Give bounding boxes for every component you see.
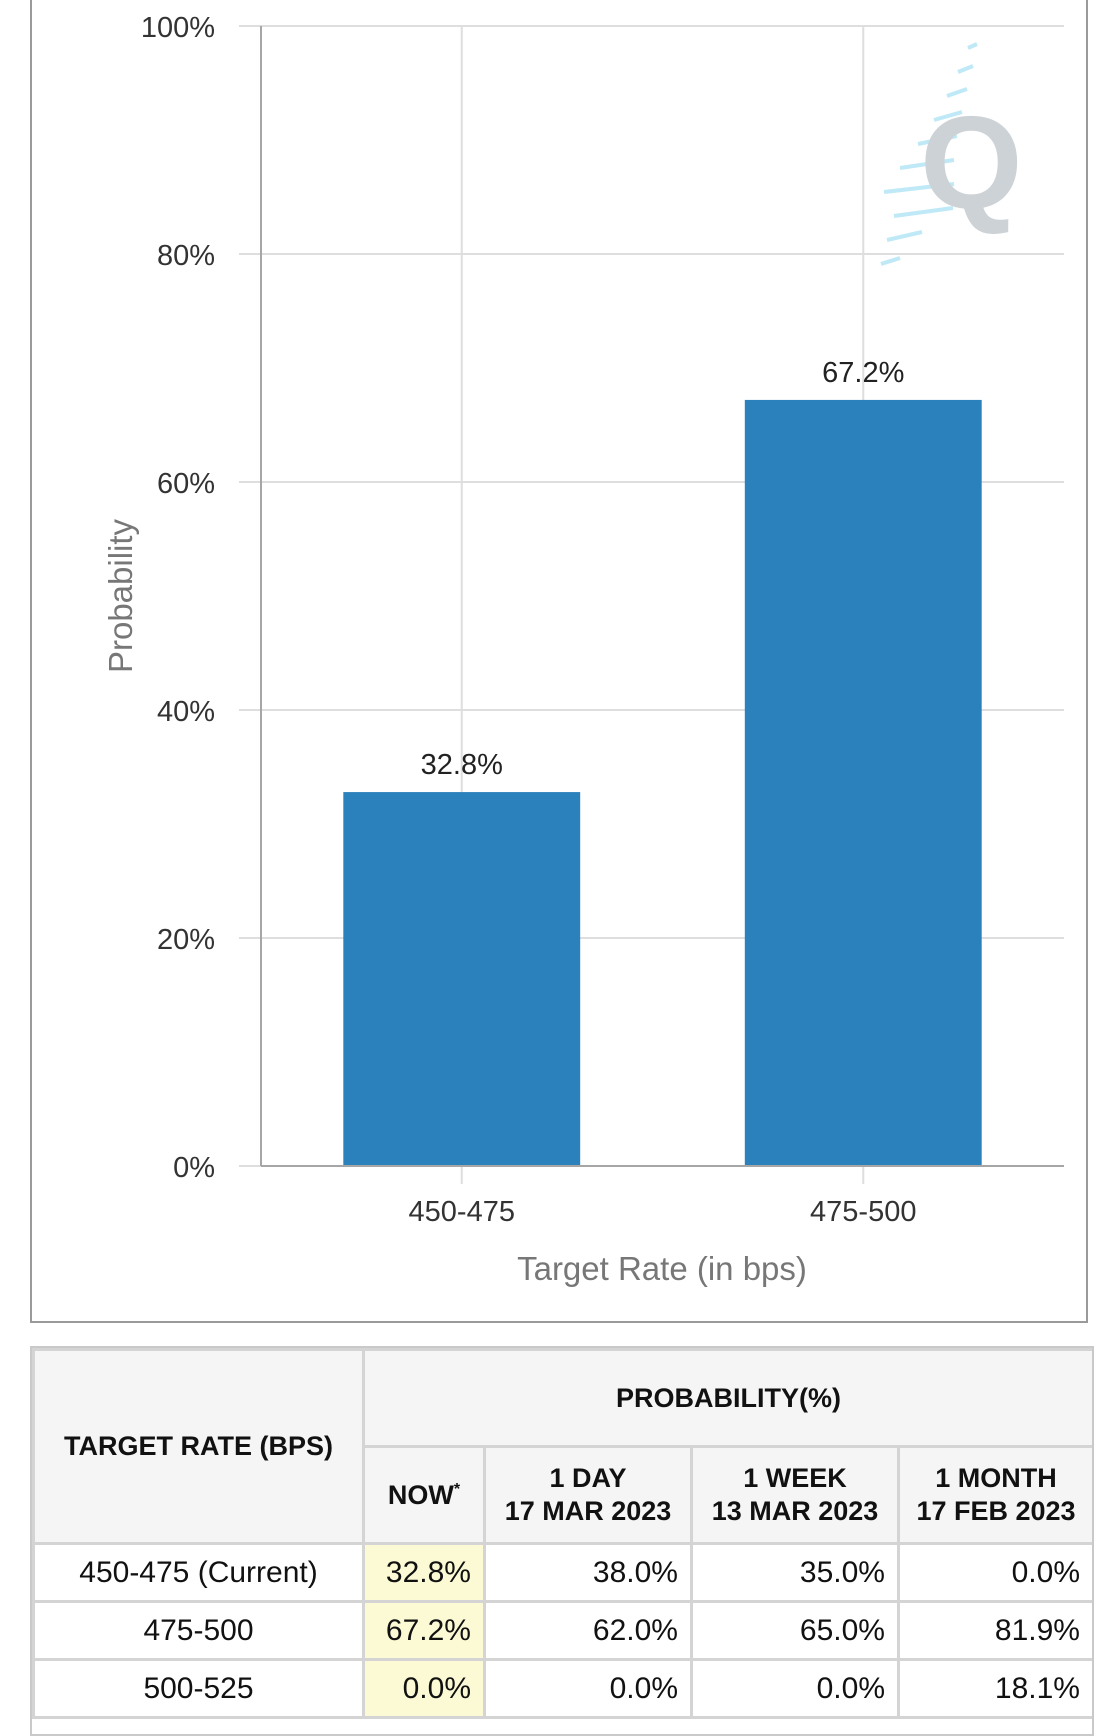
y-axis-title: Probability — [102, 518, 139, 673]
chart-panel: Q 0% 20% 40% 60% 80% 100% 32.8% 450-475 67.2% 475… — [30, 0, 1088, 1323]
probability-table: TARGET RATE (BPS) PROBABILITY(%) NOW* 1 … — [32, 1348, 1092, 1719]
watermark-q-logo: Q — [880, 42, 1023, 266]
value-cell: 62.0% — [483, 1600, 693, 1661]
y-tick-label: 0% — [173, 1152, 215, 1184]
col-header-now-label: NOW — [387, 1479, 454, 1510]
now-value-cell: 67.2% — [362, 1600, 486, 1661]
value-cell: 81.9% — [897, 1600, 1092, 1661]
value-cell: 0.0% — [690, 1658, 900, 1719]
probability-table-container: TARGET RATE (BPS) PROBABILITY(%) NOW* 1 … — [30, 1346, 1094, 1736]
col-header-period: 1 WEEK — [743, 1463, 847, 1494]
bar-data-label: 32.8% — [421, 749, 503, 781]
now-value-cell: 0.0% — [362, 1658, 486, 1719]
value-cell: 18.1% — [897, 1658, 1092, 1719]
bar-layer — [343, 399, 982, 1166]
table-row: 450-475 (Current) 32.8% 38.0% 35.0% 0.0% — [32, 1542, 1092, 1603]
col-header-1-day: 1 DAY 17 MAR 2023 — [483, 1445, 693, 1545]
col-header-now: NOW* — [362, 1445, 486, 1545]
col-header-1-month: 1 MONTH 17 FEB 2023 — [897, 1445, 1092, 1545]
x-axis-title: Target Rate (in bps) — [517, 1250, 807, 1287]
x-category-label: 475-500 — [810, 1196, 916, 1228]
value-cell: 65.0% — [690, 1600, 900, 1661]
bar-chart: Q 0% 20% 40% 60% 80% 100% 32.8% 450-475 67.2% 475… — [102, 12, 1064, 1287]
y-tick-label: 100% — [141, 12, 215, 44]
watermark-letter: Q — [920, 89, 1023, 236]
col-header-date: 17 MAR 2023 — [504, 1496, 672, 1526]
y-tick-label: 40% — [157, 696, 215, 728]
now-value-cell: 32.8% — [362, 1542, 486, 1603]
bar-data-label: 67.2% — [822, 357, 904, 389]
col-header-period: 1 DAY — [549, 1463, 627, 1494]
y-tick-label: 20% — [157, 924, 215, 956]
y-tick-label: 60% — [157, 468, 215, 500]
col-header-period: 1 MONTH — [935, 1463, 1057, 1494]
value-cell: 35.0% — [690, 1542, 900, 1603]
probability-header: PROBABILITY(%) — [362, 1348, 1092, 1448]
table-row: 500-525 0.0% 0.0% 0.0% 18.1% — [32, 1658, 1092, 1719]
bar — [744, 399, 982, 1166]
rate-cell: 475-500 — [32, 1600, 365, 1661]
label-layer: 0% 20% 40% 60% 80% 100% 32.8% 450-475 67.2% 475-5… — [141, 12, 917, 1228]
value-cell: 38.0% — [483, 1542, 693, 1603]
bar — [343, 792, 581, 1166]
watermark-streaks — [880, 42, 978, 266]
col-header-date: 13 MAR 2023 — [711, 1496, 879, 1526]
col-header-date: 17 FEB 2023 — [916, 1496, 1076, 1526]
y-tick-label: 80% — [157, 240, 215, 272]
rate-cell: 500-525 — [32, 1658, 365, 1719]
target-rate-header: TARGET RATE (BPS) — [32, 1348, 365, 1545]
value-cell: 0.0% — [897, 1542, 1092, 1603]
table-row: 475-500 67.2% 62.0% 65.0% 81.9% — [32, 1600, 1092, 1661]
x-category-label: 450-475 — [409, 1196, 515, 1228]
col-header-1-week: 1 WEEK 13 MAR 2023 — [690, 1445, 900, 1545]
value-cell: 0.0% — [483, 1658, 693, 1719]
col-header-now-note: * — [453, 1480, 461, 1498]
rate-cell: 450-475 (Current) — [32, 1542, 365, 1603]
